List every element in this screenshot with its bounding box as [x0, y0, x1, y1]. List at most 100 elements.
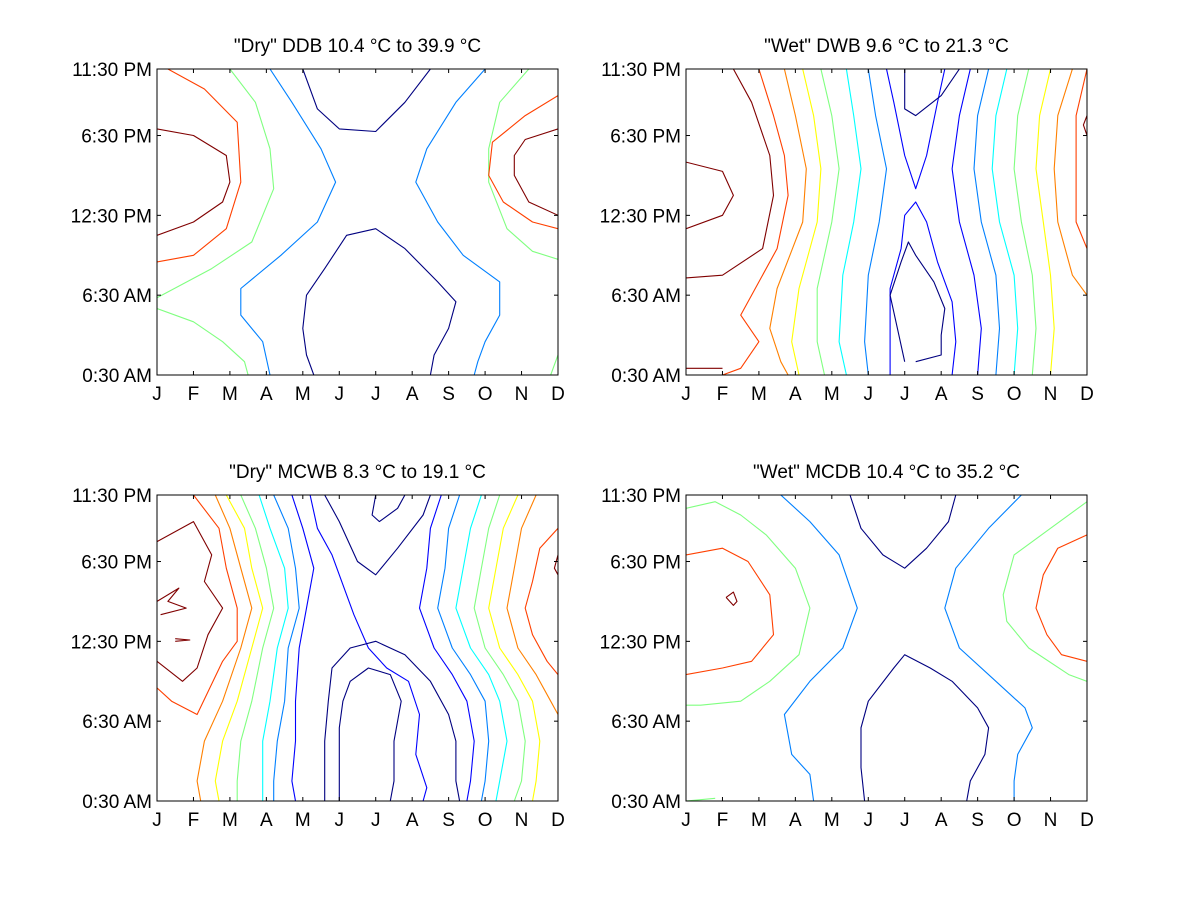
- x-tick-label: J: [900, 384, 910, 405]
- x-tick-label: M: [222, 384, 238, 405]
- contour-line: [885, 69, 946, 190]
- plot-frame: [156, 494, 559, 802]
- contour-lines: [686, 495, 1087, 801]
- contour-line: [415, 69, 501, 375]
- x-tick-label: M: [295, 384, 311, 405]
- contour-line: [309, 495, 428, 801]
- contour-line: [506, 495, 558, 715]
- contour-line: [488, 69, 558, 260]
- x-tick-label: A: [935, 384, 948, 405]
- contour-line: [686, 161, 734, 230]
- plot-frame: [685, 494, 1088, 802]
- x-tick-label: A: [406, 810, 419, 831]
- contour-panel-3: J F M A M J J A S O N D 0:30 AM 6:30 AM 12:30 PM 6:30 P…: [71, 462, 565, 831]
- x-tick-label: S: [442, 810, 455, 831]
- contour-line: [1035, 69, 1055, 375]
- contour-panel-2: J F M A M J J A S O N D 0:30 AM 6:30 AM 12:30 PM 6:30 P…: [600, 36, 1094, 405]
- x-tick-label: M: [751, 810, 767, 831]
- contour-line: [302, 69, 431, 133]
- contour-line: [889, 201, 957, 375]
- contour-line: [371, 495, 406, 523]
- x-tick-label: J: [864, 384, 874, 405]
- y-tick-label: 0:30 AM: [82, 366, 152, 387]
- contour-line: [951, 69, 982, 375]
- contour-line: [553, 554, 558, 576]
- contour-line: [686, 501, 811, 706]
- contour-line: [838, 69, 862, 375]
- contour-line: [455, 495, 508, 801]
- x-tick-label: N: [1044, 384, 1058, 405]
- y-tick-label: 12:30 PM: [71, 206, 152, 227]
- x-tick-label: A: [260, 810, 273, 831]
- contour-line: [196, 495, 253, 801]
- x-tick-label: J: [371, 810, 381, 831]
- x-tick-label: D: [551, 384, 565, 405]
- contour-line: [524, 527, 558, 675]
- y-tick-label: 6:30 PM: [81, 127, 152, 148]
- contour-line: [513, 128, 558, 216]
- x-tick-label: J: [371, 384, 381, 405]
- x-tick-label: M: [751, 384, 767, 405]
- y-tick-label: 6:30 AM: [611, 712, 681, 733]
- contour-line: [157, 128, 231, 236]
- contour-line: [1013, 69, 1037, 375]
- x-tick-label: A: [935, 810, 948, 831]
- contour-line: [1082, 115, 1087, 136]
- contour-line: [944, 495, 1033, 801]
- chart-title: "Wet" DWB 9.6 °C to 21.3 °C: [764, 36, 1009, 57]
- y-tick-label: 0:30 AM: [82, 792, 152, 813]
- y-tick-label: 6:30 PM: [610, 553, 681, 574]
- x-tick-label: F: [717, 810, 729, 831]
- contour-line: [157, 587, 187, 616]
- contour-line: [437, 495, 490, 801]
- x-tick-label: M: [222, 810, 238, 831]
- x-tick-label: J: [152, 810, 162, 831]
- x-tick-label: O: [1007, 810, 1022, 831]
- x-tick-label: A: [789, 810, 802, 831]
- contour-line: [973, 69, 1001, 375]
- contour-line: [686, 69, 775, 279]
- x-tick-label: M: [824, 810, 840, 831]
- x-tick-label: A: [406, 384, 419, 405]
- contour-line: [302, 228, 457, 375]
- y-tick-label: 0:30 AM: [611, 366, 681, 387]
- x-tick-label: N: [515, 384, 529, 405]
- y-tick-label: 12:30 PM: [71, 632, 152, 653]
- x-tick-label: J: [681, 384, 691, 405]
- contour-line: [324, 495, 431, 576]
- contour-line: [1035, 534, 1087, 662]
- y-tick-label: 11:30 PM: [72, 60, 152, 81]
- x-tick-label: J: [900, 810, 910, 831]
- contour-panel-1: J F M A M J J A S O N D 0:30 AM 6:30 AM 12:30 PM 6:30 P…: [71, 36, 565, 405]
- contour-line: [550, 354, 558, 375]
- x-tick-label: J: [335, 384, 345, 405]
- x-tick-label: N: [515, 810, 529, 831]
- y-tick-label: 6:30 PM: [81, 553, 152, 574]
- contour-line: [157, 69, 242, 263]
- x-tick-label: J: [681, 810, 691, 831]
- x-tick-label: O: [478, 384, 493, 405]
- contour-line: [864, 69, 888, 375]
- x-tick-label: M: [295, 810, 311, 831]
- contour-line: [725, 591, 738, 606]
- x-tick-label: O: [478, 810, 493, 831]
- plot-frame: [156, 68, 559, 376]
- x-tick-label: D: [1080, 810, 1094, 831]
- y-tick-label: 0:30 AM: [611, 792, 681, 813]
- y-tick-label: 11:30 PM: [601, 60, 681, 81]
- y-tick-label: 6:30 PM: [610, 127, 681, 148]
- contour-line: [488, 95, 558, 230]
- x-tick-label: N: [1044, 810, 1058, 831]
- x-tick-label: M: [824, 384, 840, 405]
- contour-line: [214, 495, 264, 801]
- contour-line: [157, 69, 275, 375]
- contour-line: [418, 495, 475, 801]
- contour-line: [273, 495, 300, 801]
- x-tick-label: J: [152, 384, 162, 405]
- x-tick-label: S: [971, 384, 984, 405]
- contour-line: [236, 495, 275, 801]
- y-tick-label: 11:30 PM: [72, 486, 152, 507]
- contour-line: [686, 547, 775, 676]
- x-tick-label: J: [335, 810, 345, 831]
